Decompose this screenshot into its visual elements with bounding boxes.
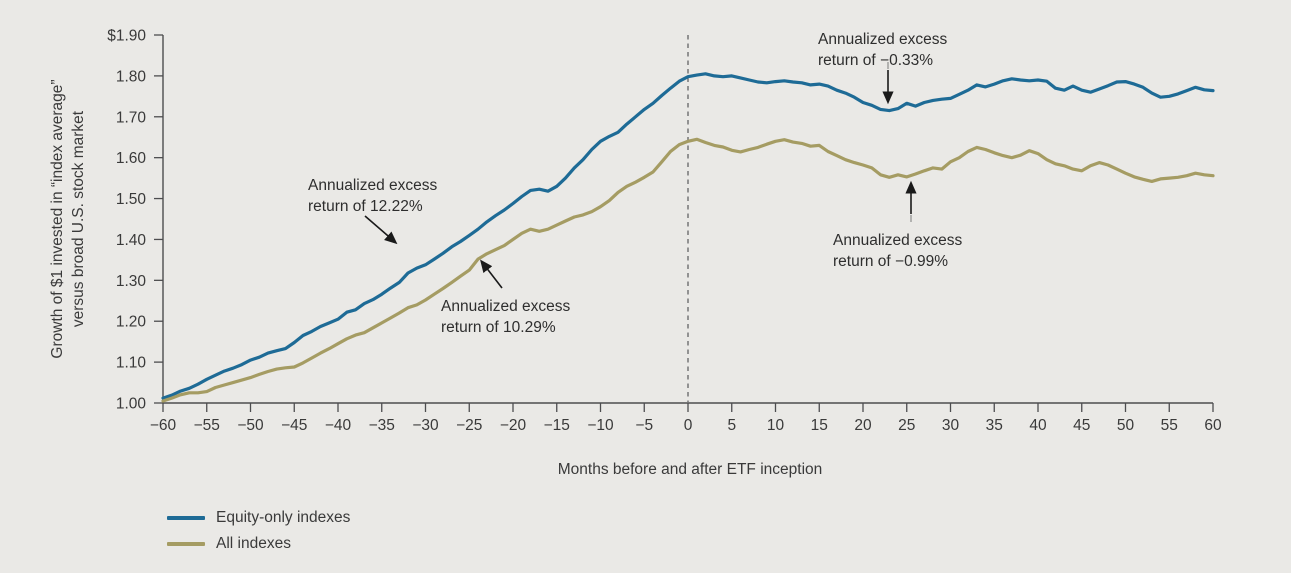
y-axis-title-line2: versus broad U.S. stock market (70, 110, 87, 328)
x-tick-label: 20 (854, 417, 872, 434)
legend: Equity-only indexes All indexes (167, 505, 350, 557)
x-tick-label: 50 (1117, 417, 1135, 434)
x-tick-label: 60 (1204, 417, 1222, 434)
legend-swatch-all-indexes-icon (167, 542, 205, 546)
annotation-excess-minus-0-33-text: return of −0.33% (818, 52, 933, 69)
annotation-excess-12-22-text: return of 12.22% (308, 198, 423, 215)
x-axis-title: Months before and after ETF inception (557, 461, 823, 478)
x-tick-label: −5 (635, 417, 653, 434)
x-tick-label: 0 (684, 417, 693, 434)
x-tick-label: 40 (1029, 417, 1047, 434)
x-tick-label: 35 (986, 417, 1003, 434)
x-tick-label: 55 (1161, 417, 1178, 434)
annotation-excess-10-29-text: return of 10.29% (441, 319, 556, 336)
annotation-excess-10-29-text: Annualized excess (441, 298, 570, 315)
y-tick-label: $1.90 (107, 28, 146, 45)
y-tick-label: 1.20 (116, 314, 147, 331)
legend-item-equity-only: Equity-only indexes (167, 505, 350, 531)
x-tick-label: 30 (942, 417, 960, 434)
series-line-equity-only (161, 72, 1215, 400)
y-tick-label: 1.80 (116, 68, 147, 85)
y-tick-label: 1.00 (116, 396, 147, 413)
x-tick-label: −55 (194, 417, 220, 434)
annotation-excess-minus-0-33-text: Annualized excess (818, 31, 947, 48)
y-tick-label: 1.30 (116, 273, 147, 290)
annotation-excess-minus-0-99-text: Annualized excess (833, 232, 962, 249)
y-tick-label: 1.10 (116, 355, 147, 372)
annotation-excess-minus-0-99-text: return of −0.99% (833, 253, 948, 270)
x-tick-label: −15 (544, 417, 570, 434)
x-tick-label: 15 (811, 417, 828, 434)
x-tick-label: 5 (727, 417, 736, 434)
y-tick-label: 1.70 (116, 109, 147, 126)
x-tick-label: −60 (150, 417, 177, 434)
y-axis-title: Growth of $1 invested in “index average”… (47, 79, 89, 358)
y-tick-label: 1.60 (116, 150, 147, 167)
annotation-excess-10-29-arrow-icon (480, 259, 503, 289)
x-tick-label: 25 (898, 417, 915, 434)
x-tick-label: 45 (1073, 417, 1090, 434)
legend-swatch-equity-only-icon (167, 516, 205, 520)
x-tick-label: 10 (767, 417, 785, 434)
legend-label-all-indexes: All indexes (216, 535, 291, 552)
x-tick-label: −35 (369, 417, 395, 434)
y-axis-title-line1: Growth of $1 invested in “index average” (49, 79, 66, 359)
legend-item-all-indexes: All indexes (167, 531, 350, 557)
y-tick-label: 1.40 (116, 232, 147, 249)
y-tick-label: 1.50 (116, 191, 147, 208)
annotation-excess-12-22-arrow-icon (364, 215, 398, 245)
x-tick-label: −20 (500, 417, 527, 434)
x-tick-label: −25 (456, 417, 482, 434)
x-tick-label: −45 (281, 417, 307, 434)
x-tick-label: −40 (325, 417, 352, 434)
x-tick-label: −50 (237, 417, 264, 434)
annotation-excess-12-22-text: Annualized excess (308, 177, 437, 194)
series-line-all-indexes (161, 137, 1215, 403)
x-tick-label: −30 (412, 417, 439, 434)
legend-label-equity-only: Equity-only indexes (216, 509, 351, 526)
x-tick-label: −10 (587, 417, 614, 434)
